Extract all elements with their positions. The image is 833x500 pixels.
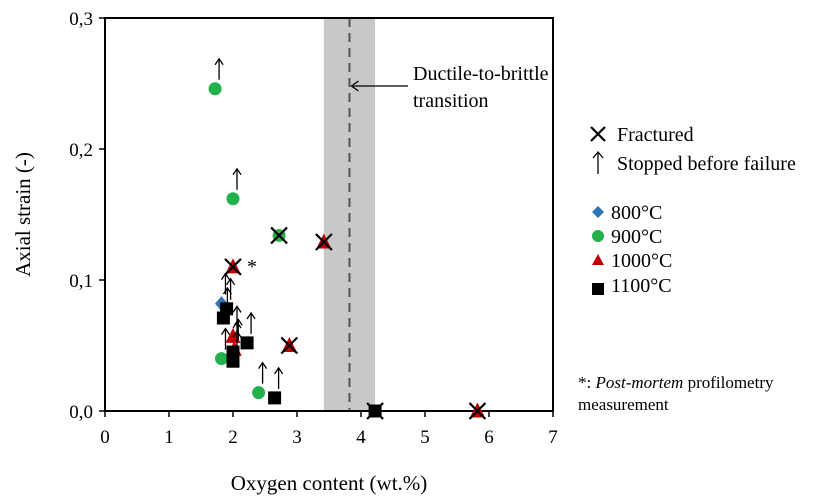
data-point	[208, 57, 224, 96]
y-tick-label: 0,1	[69, 271, 93, 292]
legend-900: 900°C	[592, 226, 662, 248]
stopped-arrowhead	[274, 366, 284, 375]
data-point	[214, 327, 231, 366]
y-axis-title: Axial strain (-)	[11, 152, 35, 277]
legend-fractured: Fractured	[590, 124, 694, 146]
fractured-mark	[270, 226, 288, 245]
x-tick-label: 4	[356, 427, 366, 448]
footnote-prefix: *:	[578, 373, 595, 392]
transition-label-line2: transition	[413, 90, 489, 112]
point-marker	[226, 354, 240, 368]
data-point	[270, 226, 288, 245]
footnote-rest: profilometry	[683, 373, 774, 392]
legend-1000: 1000°C	[592, 250, 672, 272]
data-points: *	[208, 57, 487, 420]
point-marker	[268, 391, 282, 405]
legend-stopped: Stopped before failure	[592, 150, 796, 175]
x-axis-ticks: 0 1 2 3 4 5 6 7	[100, 411, 558, 448]
fractured-mark	[315, 233, 333, 251]
legend-900-label: 900°C	[611, 226, 662, 248]
stopped-arrowhead	[232, 320, 242, 329]
point-marker	[214, 352, 228, 366]
point-marker	[216, 311, 230, 325]
stopped-arrowhead	[246, 311, 256, 320]
x-tick-label: 2	[228, 427, 238, 448]
fractured-mark	[280, 336, 299, 355]
data-point	[268, 366, 284, 405]
point-marker	[208, 82, 222, 96]
legend-800-label: 800°C	[611, 202, 662, 224]
y-axis-ticks: 0,0 0,1 0,2 0,3	[69, 9, 105, 423]
point-marker	[252, 386, 266, 400]
data-point	[216, 286, 232, 325]
stopped-arrowhead	[232, 167, 242, 176]
fractured-mark	[224, 258, 242, 276]
asterisk-label: *	[247, 256, 257, 278]
plot-frame	[104, 17, 554, 412]
stopped-arrowhead	[226, 277, 236, 286]
stopped-arrowhead	[214, 57, 224, 66]
data-point	[366, 402, 384, 420]
data-point	[315, 233, 333, 251]
point-marker	[226, 192, 240, 206]
data-point	[226, 167, 242, 206]
y-tick-label: 0,2	[69, 140, 93, 161]
footnote-line2: measurement	[578, 395, 669, 414]
stopped-arrowhead	[258, 361, 268, 370]
footnote-italic: Post-mortem	[594, 373, 683, 392]
point-marker	[240, 336, 254, 350]
data-point	[280, 336, 299, 355]
y-tick-label: 0,3	[69, 9, 93, 30]
x-tick-label: 0	[100, 427, 110, 448]
legend-fractured-label: Fractured	[617, 124, 694, 146]
data-point	[468, 402, 487, 420]
stopped-arrowhead	[232, 305, 242, 313]
x-tick-label: 5	[420, 427, 430, 448]
data-point	[226, 330, 242, 368]
x-axis-title: Oxygen content (wt.%)	[231, 471, 428, 495]
stopped-arrowhead	[232, 330, 242, 338]
x-tick-label: 6	[484, 427, 494, 448]
x-tick-label: 3	[292, 427, 302, 448]
fractured-mark	[366, 402, 384, 420]
x-tick-label: 7	[548, 427, 558, 448]
legend-stopped-label: Stopped before failure	[617, 153, 796, 175]
series-1100	[216, 277, 384, 420]
footnote-line1: *: Post-mortem profilometry	[578, 373, 774, 392]
transition-label-line1: Ductile-to-brittle	[413, 63, 549, 85]
legend: Fractured Stopped before failure 800°C 9…	[590, 124, 796, 297]
y-tick-label: 0,0	[69, 402, 93, 423]
legend-1100-label: 1100°C	[611, 275, 672, 297]
data-point	[240, 311, 256, 350]
legend-1000-label: 1000°C	[611, 250, 672, 272]
legend-1100: 1100°C	[592, 275, 672, 297]
transition-annotation-arrowhead	[350, 80, 359, 92]
x-tick-label: 1	[164, 427, 174, 448]
fractured-mark	[468, 402, 487, 420]
stopped-arrowhead	[220, 327, 231, 335]
legend-800: 800°C	[592, 202, 662, 224]
data-point	[252, 361, 268, 400]
stopped-arrowhead	[222, 286, 232, 295]
data-point: *	[224, 256, 257, 278]
series-900	[208, 57, 288, 400]
